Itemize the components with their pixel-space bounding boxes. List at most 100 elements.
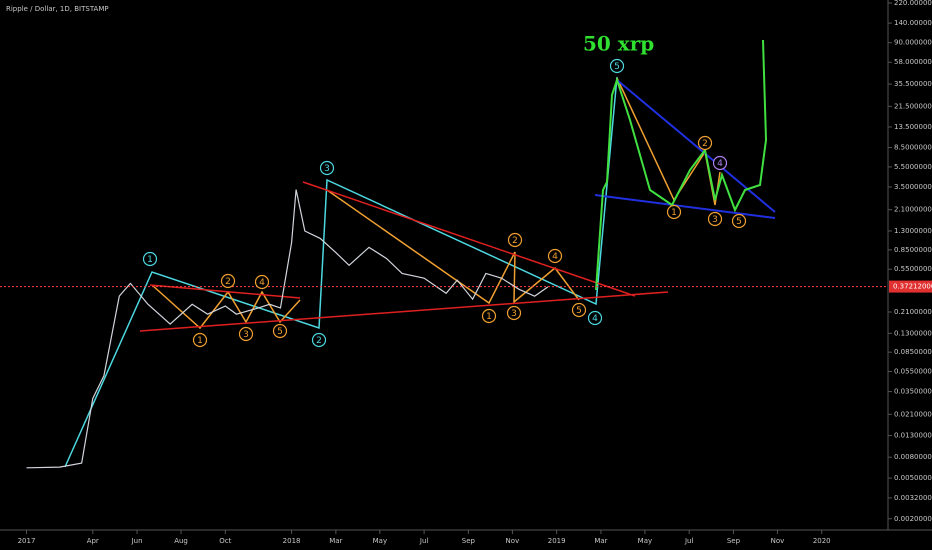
wave-label: 1 [671, 208, 677, 218]
x-tick-label: Jul [684, 537, 694, 545]
y-tick-label: 220.00000000 [894, 0, 932, 7]
drawings [64, 39, 776, 468]
wave-label: 3 [324, 164, 330, 174]
wave-circle [319, 160, 335, 176]
y-tick-label: 58.00000000 [894, 58, 932, 66]
red-trend [139, 291, 669, 332]
x-tick-label: Mar [329, 537, 342, 545]
wave-circle [547, 248, 563, 264]
wave-circle [587, 310, 603, 326]
wave-label: 2 [225, 277, 231, 287]
x-tick-label: 2017 [18, 537, 36, 545]
y-tick-label: 140.00000000 [894, 19, 932, 27]
y-tick-label: 8.50000000 [894, 144, 932, 152]
y-tick-label: 2.10000000 [894, 206, 932, 214]
wave-circle [507, 232, 523, 248]
x-tick-label: Mar [594, 537, 607, 545]
red-trend [302, 181, 636, 297]
wave-circle [697, 135, 713, 151]
x-tick-label: 2019 [548, 537, 566, 545]
x-tick-label: Sep [462, 537, 476, 545]
orange-wave [151, 284, 301, 330]
x-tick-label: Aug [174, 537, 188, 545]
wave-label: 4 [259, 278, 265, 288]
x-tick-label: Nov [771, 537, 785, 545]
y-tick-label: 5.50000000 [894, 163, 932, 171]
wave-label: 3 [243, 330, 249, 340]
red-trend [149, 284, 301, 299]
x-tick-label: 2018 [283, 537, 301, 545]
y-tick-label: 13.50000000 [894, 123, 932, 131]
wave-circle [666, 204, 682, 220]
wave-label: 5 [277, 327, 283, 337]
x-tick-label: May [373, 537, 387, 545]
x-tick-label: Jun [131, 537, 143, 545]
last-price-box [889, 280, 932, 293]
wave-label: 4 [592, 314, 598, 324]
cyan-wave [64, 76, 618, 468]
price-line [26, 189, 549, 469]
wave-label: 1 [486, 312, 492, 322]
chart-title: Ripple / Dollar, 1D, BITSTAMP [6, 5, 109, 13]
blue-trend [616, 79, 776, 213]
x-tick-label: 2020 [813, 537, 831, 545]
wave-label: 2 [316, 336, 322, 346]
projection [595, 39, 768, 291]
wave-label: 5 [614, 62, 620, 72]
x-tick-label: Oct [219, 537, 231, 545]
wave-circle [481, 308, 497, 324]
y-tick-label: 90.00000000 [894, 39, 932, 47]
y-tick-label: 0.00200000 [894, 515, 932, 523]
orange-wave [326, 189, 580, 305]
wave-circle [609, 58, 625, 74]
blue-trend [594, 194, 776, 219]
wave-circle [571, 302, 587, 318]
wave-circle [311, 332, 327, 348]
wave-circle [142, 251, 158, 267]
wave-label: 2 [512, 236, 518, 246]
wave-circle [272, 323, 288, 339]
wave-circle [707, 211, 723, 227]
annotation: 50 xrp [583, 32, 654, 56]
wave-label: 3 [511, 309, 517, 319]
y-tick-label: 21.50000000 [894, 102, 932, 110]
wave-circle [238, 326, 254, 342]
wave-circle [220, 273, 236, 289]
wave-label: 2 [702, 139, 708, 149]
wave-circle [712, 155, 728, 171]
y-tick-label: 3.50000000 [894, 183, 932, 191]
wave-label: 5 [576, 306, 582, 316]
wave-circle [192, 332, 208, 348]
x-tick-label: Nov [506, 537, 520, 545]
wave-label: 5 [736, 217, 742, 227]
wave-circle [731, 213, 747, 229]
wave-label: 3 [712, 215, 718, 225]
y-tick-label: 35.50000000 [894, 80, 932, 88]
last-price-label: 0.37212000 [893, 283, 932, 291]
wave-label: 1 [197, 336, 203, 346]
wave-label: 1 [147, 255, 153, 265]
wave-label: 4 [717, 159, 723, 169]
wave-circle [254, 274, 270, 290]
x-tick-label: Jul [419, 537, 429, 545]
wave-label: 4 [552, 252, 558, 262]
x-tick-label: Apr [87, 537, 99, 545]
wave-circle [506, 305, 522, 321]
x-tick-label: May [638, 537, 652, 545]
